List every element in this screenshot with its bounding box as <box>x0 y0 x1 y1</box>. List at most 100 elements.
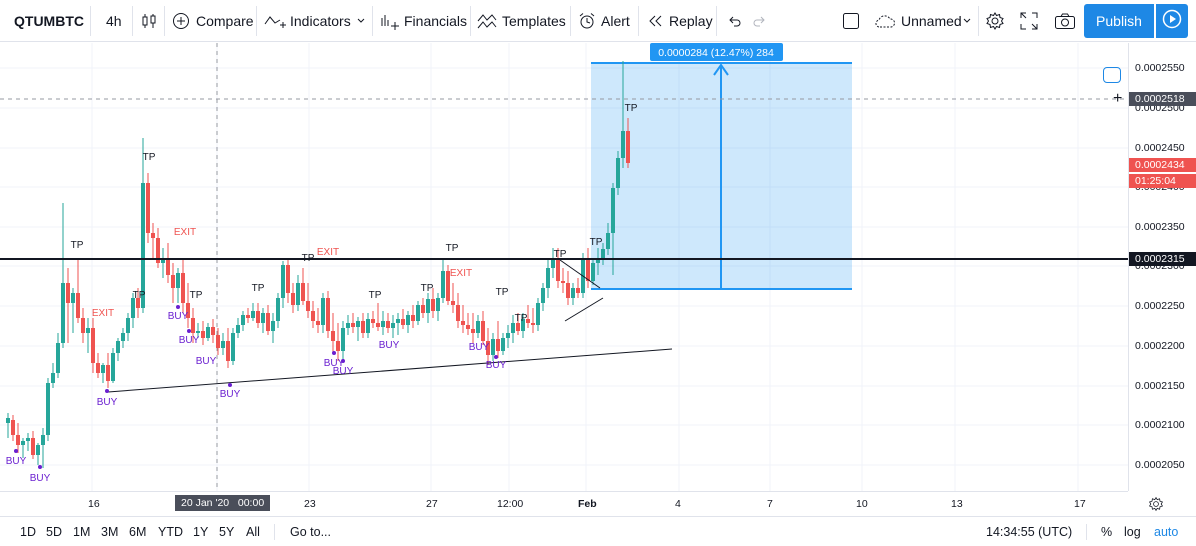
candle-body <box>571 288 575 298</box>
undo-button[interactable] <box>726 6 742 36</box>
candle-body <box>251 311 255 318</box>
time-tick-label: 10 <box>856 498 868 510</box>
candle-body <box>551 258 555 268</box>
range-6m[interactable]: 6M <box>129 525 147 539</box>
bottom-divider <box>274 524 275 540</box>
tp-signal-label: TP <box>369 290 382 301</box>
alert-button[interactable]: Alert <box>578 6 630 36</box>
time-axis[interactable]: 16 23 27 12:00 Feb 4 7 10 13 17 20 Jan '20 00:00 <box>0 491 1128 515</box>
candle-body <box>386 321 390 328</box>
toolbar-divider <box>132 6 133 36</box>
log-scale-toggle[interactable]: log <box>1124 525 1141 539</box>
price-axis[interactable]: 0.00025500.00025000.00024500.00024000.00… <box>1103 43 1196 491</box>
candle-body <box>601 249 605 258</box>
candle-body <box>106 365 110 381</box>
buy-signal-label: BUY <box>30 473 51 484</box>
candle-body <box>146 183 150 233</box>
auto-scale-toggle[interactable]: auto <box>1154 525 1179 539</box>
candle-body <box>491 339 495 355</box>
price-tick-label: 0.0002350 <box>1135 221 1185 233</box>
chart-pane[interactable]: TP TP TP TP TP TP TP TP TP TP TP TP TP TP EXIT EXIT EXIT… <box>0 43 1128 491</box>
gear-icon <box>985 11 1005 31</box>
layout-button[interactable]: Unnamed <box>874 6 962 36</box>
range-5y[interactable]: 5Y <box>219 525 235 539</box>
buy-marker <box>187 329 191 333</box>
candle-body <box>556 258 560 281</box>
candle-body <box>421 305 425 313</box>
candle-body <box>621 131 625 158</box>
candle-body <box>131 298 135 318</box>
candle-body <box>96 363 100 373</box>
candle-body <box>276 298 280 321</box>
buy-signal-label: BUY <box>486 360 507 371</box>
candle-body <box>16 435 20 445</box>
toolbar-divider <box>164 6 165 36</box>
interval-button[interactable]: 4h <box>106 13 122 29</box>
layout-dropdown[interactable] <box>962 6 972 36</box>
pattern-line <box>564 297 604 322</box>
crosshair-plus-icon: + <box>1113 90 1123 107</box>
price-tick-label: 0.0002200 <box>1135 340 1185 352</box>
range-all[interactable]: All <box>246 525 260 539</box>
axis-settings-button[interactable] <box>1148 496 1164 517</box>
fullscreen-toggle[interactable] <box>842 6 860 36</box>
indicators-dropdown[interactable] <box>356 6 366 36</box>
symbol-search[interactable]: QTUMBTC <box>14 13 84 29</box>
candle-body <box>586 258 590 281</box>
publish-button[interactable]: Publish <box>1084 4 1154 38</box>
templates-icon <box>477 12 497 30</box>
percent-scale-toggle[interactable]: % <box>1101 525 1113 539</box>
snapshot-button[interactable] <box>1054 6 1076 36</box>
range-1d[interactable]: 1D <box>20 525 36 539</box>
financials-button[interactable]: Financials <box>380 6 467 36</box>
last-price-tag: 0.0002434 <box>1129 158 1196 172</box>
replay-button[interactable]: Replay <box>648 6 713 36</box>
candle-body <box>116 341 120 353</box>
range-1m[interactable]: 1M <box>73 525 91 539</box>
measure-label-box <box>650 43 783 61</box>
auto-scale-button[interactable] <box>1103 67 1121 83</box>
candle-body <box>256 311 260 323</box>
tp-signal-label: TP <box>133 290 146 301</box>
chart-type-button[interactable] <box>140 6 158 36</box>
candle-body <box>506 333 510 338</box>
candle-body <box>396 319 400 323</box>
candle-body <box>81 318 85 333</box>
candle-body <box>31 438 35 455</box>
candle-body <box>26 438 30 441</box>
compare-button[interactable]: Compare <box>172 6 254 36</box>
level-price-tag: 0.0002315 <box>1129 252 1196 266</box>
buy-marker <box>176 305 180 309</box>
tp-signal-label: TP <box>421 283 434 294</box>
templates-label: Templates <box>502 13 566 29</box>
buy-marker <box>332 351 336 355</box>
candle-body <box>526 319 530 323</box>
indicators-button[interactable]: Indicators <box>264 6 351 36</box>
range-ytd[interactable]: YTD <box>158 525 183 539</box>
candles-icon <box>140 12 158 30</box>
range-3m[interactable]: 3M <box>101 525 119 539</box>
candle-body <box>471 329 475 333</box>
price-tick-label: 0.0002550 <box>1135 62 1185 74</box>
candle-body <box>271 321 275 331</box>
candle-body <box>206 327 210 338</box>
utc-clock[interactable]: 14:34:55 (UTC) <box>986 525 1073 539</box>
settings-button[interactable] <box>985 6 1005 36</box>
publish-menu-button[interactable] <box>1156 4 1188 38</box>
price-tick-label: 0.0002250 <box>1135 300 1185 312</box>
candle-body <box>351 323 355 327</box>
buy-marker <box>341 359 345 363</box>
templates-button[interactable]: Templates <box>477 6 566 36</box>
candle-body <box>156 238 160 263</box>
buy-signal-label: BUY <box>6 456 27 467</box>
goto-button[interactable]: Go to... <box>290 525 331 539</box>
candle-body <box>531 323 535 325</box>
range-5d[interactable]: 5D <box>46 525 62 539</box>
candle-body <box>616 158 620 188</box>
fullscreen-button[interactable] <box>1020 6 1038 36</box>
candle-body <box>201 331 205 338</box>
redo-button[interactable] <box>752 6 768 36</box>
cloud-icon <box>874 13 896 29</box>
range-1y[interactable]: 1Y <box>193 525 209 539</box>
